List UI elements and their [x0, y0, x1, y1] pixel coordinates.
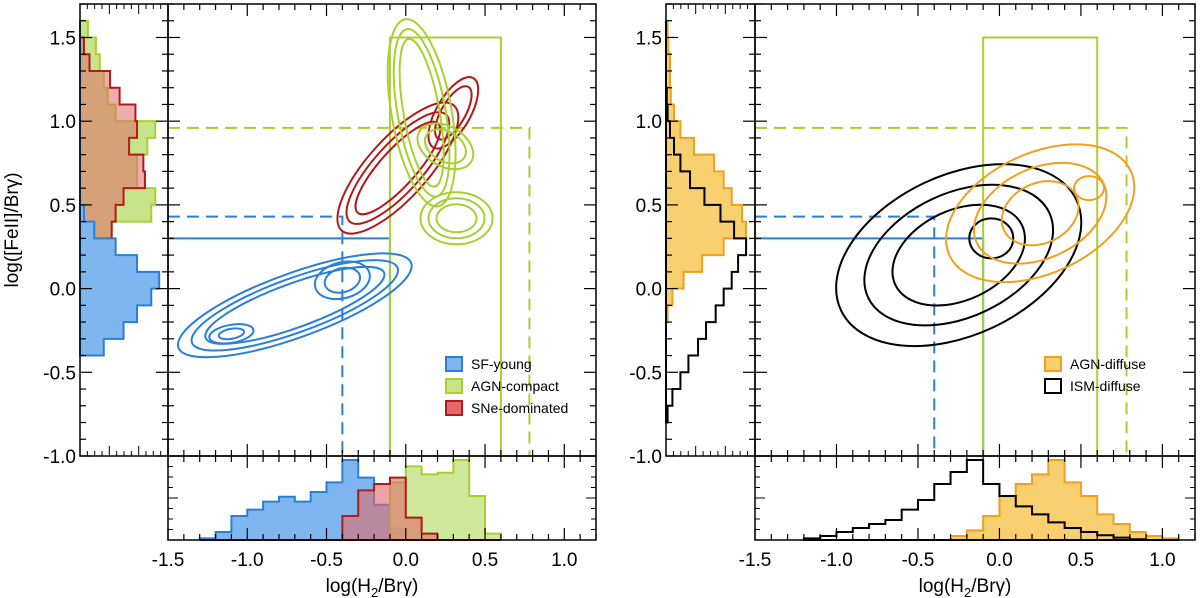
contour-ism-diffuse: [835, 163, 1083, 348]
x-tick-label: -1.5: [739, 550, 772, 571]
x-tick-label: -0.5: [902, 550, 935, 571]
legend-label: ISM-diffuse: [1070, 378, 1141, 394]
y-tick-label: 1.5: [50, 28, 76, 49]
legend-swatch: [445, 356, 463, 372]
y-tick-label: 1.0: [50, 112, 76, 133]
hist-y-agn-diffuse: [665, 19, 748, 423]
y-tick-label: 0.0: [636, 280, 662, 301]
right-panel: AGN-diffuse ISM-diffuse -1.5 -1.0 -0.5 0.0 0.5…: [629, 3, 1196, 598]
contour-sne: [336, 101, 460, 235]
contour-sne: [427, 76, 480, 150]
contour-sf-young: [204, 265, 386, 345]
legend-label: SNe-dominated: [471, 400, 568, 416]
contour-ism-diffuse: [891, 203, 1026, 307]
contour-sf-young: [313, 260, 371, 301]
contour-agn-compact: [386, 18, 457, 208]
contour-agn-compact: [427, 197, 486, 240]
left-panel: SF-young AGN-compact SNe-dominated -1.5 -1.0…: [43, 3, 597, 598]
x-tick-label: 1.0: [551, 550, 577, 571]
y-tick-label: -0.5: [43, 363, 76, 384]
x-tick-label: -1.0: [820, 550, 853, 571]
boundary-dashed-green: [168, 126, 531, 456]
y-tick-label: -1.0: [43, 447, 76, 468]
contour-agn-compact: [423, 128, 467, 165]
x-tick-label: 0.5: [1068, 550, 1094, 571]
x-tick-label: 0.5: [472, 550, 498, 571]
contour-agn-compact: [398, 37, 445, 188]
contour-sne: [434, 85, 473, 141]
y-tick-label: -1.0: [629, 447, 662, 468]
y-tick-label: 1.5: [636, 28, 662, 49]
contour-agn-compact: [435, 203, 478, 234]
x-tick-label: 0.0: [393, 550, 419, 571]
boundary-solid-blue: [755, 237, 985, 456]
legend-swatch: [1044, 378, 1062, 394]
contour-agn-compact: [419, 191, 494, 246]
contour-sf-young: [176, 252, 413, 359]
y-tick-label: 0.5: [636, 196, 662, 217]
contour-sf-young: [190, 259, 400, 352]
y-axis-title: log([FeII]/Brγ): [2, 172, 23, 287]
contour-sf-young: [208, 323, 255, 345]
legend-swatch: [445, 378, 463, 394]
boundary-dashed-green: [755, 126, 1128, 456]
x-axis-title: log(H2/Brγ): [919, 576, 1012, 598]
legend-label: AGN-compact: [471, 378, 559, 394]
contour-sf-young: [217, 327, 246, 341]
y-tick-label: -0.5: [629, 363, 662, 384]
legend-swatch: [445, 400, 463, 416]
contour-agn-diffuse: [1000, 180, 1080, 247]
contour-sf-young: [323, 266, 362, 294]
contour-agn-diffuse: [945, 143, 1136, 284]
legend-label: SF-young: [471, 356, 532, 372]
contour-agn-compact: [416, 122, 475, 171]
y-tick-label: 1.0: [636, 112, 662, 133]
contour-ism-diffuse: [863, 183, 1055, 327]
contour-agn-diffuse: [1073, 175, 1106, 202]
x-tick-label: -0.5: [310, 550, 343, 571]
y-tick-label: 0.0: [50, 280, 76, 301]
boundary-dashed-blue: [168, 215, 344, 456]
boundary-solid-green: [982, 36, 1099, 456]
x-tick-label: 0.0: [986, 550, 1012, 571]
x-tick-label: -1.0: [231, 550, 264, 571]
y-tick-label: 0.5: [50, 196, 76, 217]
boundary-solid-green: [388, 36, 502, 456]
legend-swatch: [1044, 356, 1062, 372]
x-axis-title: log(H2/Brγ): [326, 576, 419, 598]
x-tick-label: 1.0: [1149, 550, 1175, 571]
legend-label: AGN-diffuse: [1070, 356, 1146, 372]
x-tick-label: -1.5: [152, 550, 185, 571]
